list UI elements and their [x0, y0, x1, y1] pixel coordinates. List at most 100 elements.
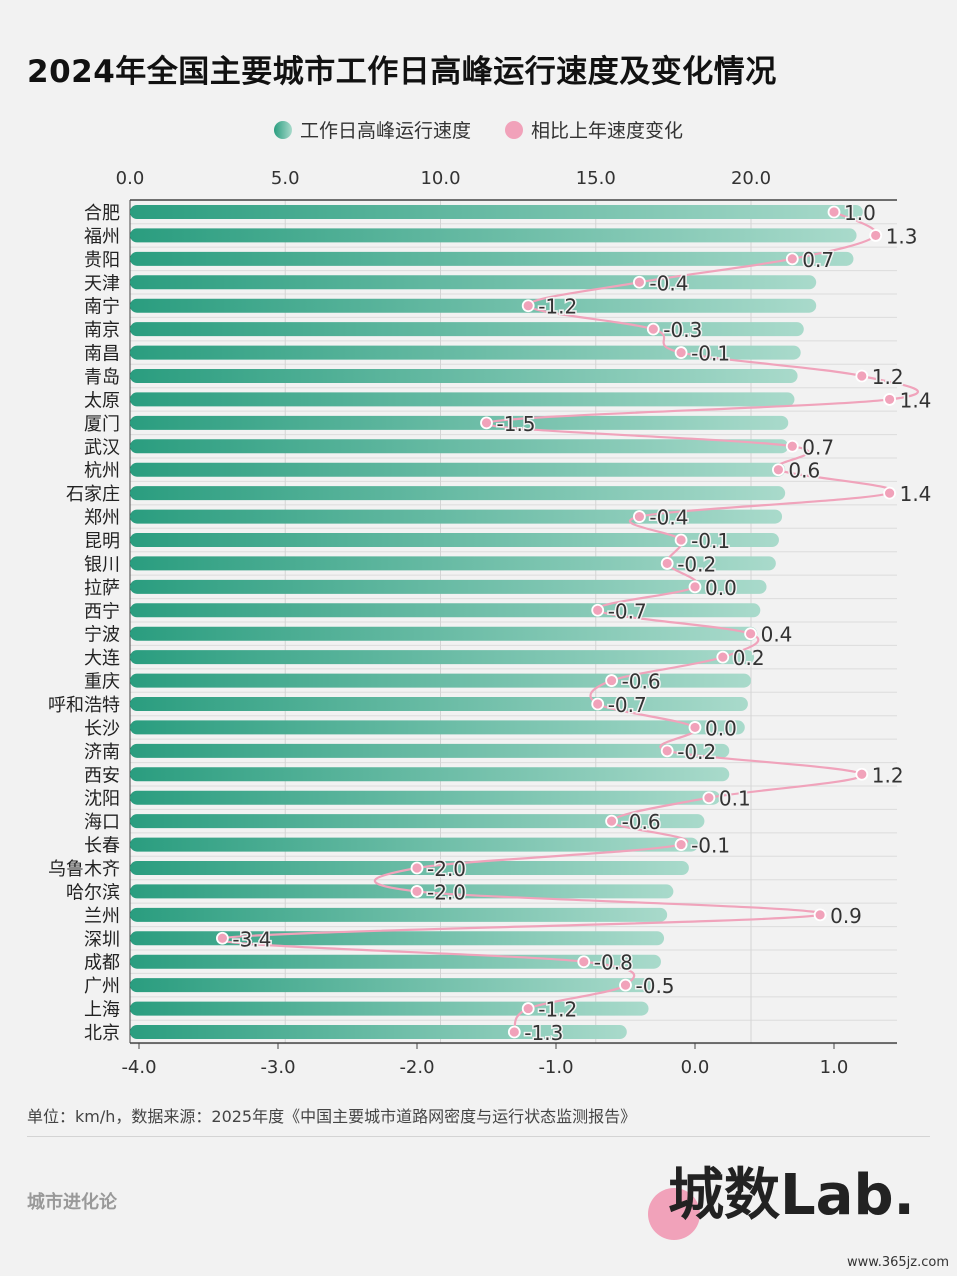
- speed-bar: [130, 837, 699, 852]
- speed-bar: [130, 907, 668, 922]
- change-point: [577, 955, 591, 969]
- bottom-axis-tick-label: 0.0: [681, 1057, 710, 1078]
- category-label: 银川: [84, 554, 120, 575]
- change-point: [619, 978, 632, 992]
- speed-bar: [130, 509, 783, 524]
- change-data-label: -2.0: [427, 857, 466, 881]
- speed-bar: [130, 251, 854, 266]
- speed-bar: [130, 322, 804, 337]
- top-axis-tick-label: 15.0: [576, 168, 616, 189]
- change-data-label: 1.2: [872, 763, 904, 787]
- top-axis-tick-label: 5.0: [271, 168, 300, 189]
- change-data-label: 0.7: [802, 435, 834, 459]
- top-axis-tick-label: 10.0: [420, 168, 460, 189]
- speed-bar: [130, 603, 761, 618]
- category-label: 南昌: [84, 344, 120, 365]
- speed-bar: [130, 790, 720, 805]
- change-point: [702, 791, 716, 805]
- change-point: [674, 346, 688, 359]
- change-point: [660, 744, 674, 758]
- speed-bar: [130, 579, 767, 594]
- category-label: 兰州: [84, 906, 120, 927]
- change-data-label: -0.7: [608, 599, 647, 623]
- change-point: [480, 416, 493, 430]
- speed-bar: [130, 1001, 649, 1016]
- change-point: [688, 580, 702, 594]
- source-note: 单位：km/h，数据来源：2025年度《中国主要城市道路网密度与运行状态监测报告…: [27, 1107, 637, 1126]
- category-label: 长春: [84, 836, 120, 857]
- change-data-label: 0.7: [802, 248, 834, 272]
- speed-bar: [130, 345, 801, 360]
- change-point: [605, 814, 618, 828]
- speed-bar: [130, 392, 795, 407]
- legend-change-label: 相比上年速度变化: [531, 120, 684, 142]
- category-label: 哈尔滨: [66, 882, 120, 903]
- change-data-label: 1.0: [844, 201, 876, 225]
- logo: 城数Lab.: [668, 1163, 915, 1228]
- category-label: 厦门: [84, 414, 120, 435]
- legend-speed-label: 工作日高峰运行速度: [299, 120, 471, 142]
- change-data-label: 1.4: [900, 482, 932, 506]
- category-label: 西安: [84, 765, 120, 786]
- category-label: 呼和浩特: [48, 695, 120, 716]
- change-data-label: 0.9: [830, 904, 862, 928]
- speed-bar: [130, 462, 786, 477]
- category-label: 成都: [84, 953, 120, 974]
- bottom-axis-tick-label: -4.0: [121, 1057, 156, 1078]
- change-point: [521, 1002, 535, 1015]
- category-label: 昆明: [84, 531, 120, 552]
- change-point: [507, 1025, 521, 1039]
- change-data-label: -0.1: [691, 529, 730, 553]
- change-data-label: 0.0: [705, 576, 737, 600]
- change-point: [646, 322, 660, 336]
- category-label: 天津: [84, 273, 120, 294]
- category-label: 太原: [84, 390, 120, 411]
- category-label: 广州: [84, 976, 120, 997]
- speed-bar: [130, 369, 798, 383]
- change-data-label: 0.4: [761, 623, 793, 647]
- change-data-label: -3.4: [232, 927, 271, 951]
- change-point: [215, 931, 229, 945]
- category-label: 福州: [84, 226, 120, 247]
- category-label: 沈阳: [84, 789, 120, 810]
- change-point: [633, 510, 646, 523]
- speed-bar: [130, 205, 863, 219]
- speed-bar: [130, 1025, 627, 1039]
- change-point: [591, 697, 605, 711]
- footer-divider: [27, 1136, 930, 1137]
- change-point: [716, 650, 730, 664]
- change-point: [521, 299, 535, 313]
- change-point: [813, 908, 827, 922]
- change-point: [410, 861, 424, 875]
- speed-bar: [130, 275, 817, 290]
- speed-bar: [130, 556, 776, 571]
- change-point: [591, 603, 605, 617]
- category-label: 长沙: [84, 718, 120, 739]
- bottom-axis-tick-label: 1.0: [820, 1057, 849, 1078]
- category-label: 合肥: [84, 203, 120, 224]
- change-data-label: 1.3: [886, 224, 918, 248]
- legend-item-speed: 工作日高峰运行速度: [273, 116, 471, 143]
- speed-bar: [130, 626, 758, 641]
- change-data-label: -0.8: [594, 951, 633, 975]
- change-data-label: -1.3: [524, 1021, 563, 1045]
- speed-bar: [130, 298, 817, 313]
- top-axis-tick-label: 0.0: [116, 168, 145, 189]
- speed-bar: [130, 415, 789, 430]
- category-label: 海口: [84, 812, 120, 833]
- speed-bar: [130, 884, 674, 899]
- speed-bar: [130, 720, 745, 735]
- change-point: [772, 463, 785, 477]
- category-label: 南京: [84, 320, 120, 341]
- change-data-label: -0.6: [622, 670, 661, 694]
- speed-bar: [130, 743, 730, 758]
- change-data-label: -0.3: [663, 318, 702, 342]
- change-point: [688, 721, 702, 734]
- brand-name: 城市进化论: [27, 1192, 117, 1213]
- change-point: [660, 557, 674, 570]
- category-label: 西宁: [84, 601, 120, 622]
- change-data-label: -2.0: [427, 880, 466, 904]
- change-data-label: -0.2: [677, 740, 716, 764]
- change-point: [883, 393, 896, 406]
- site-watermark: www.365jz.com: [847, 1255, 949, 1270]
